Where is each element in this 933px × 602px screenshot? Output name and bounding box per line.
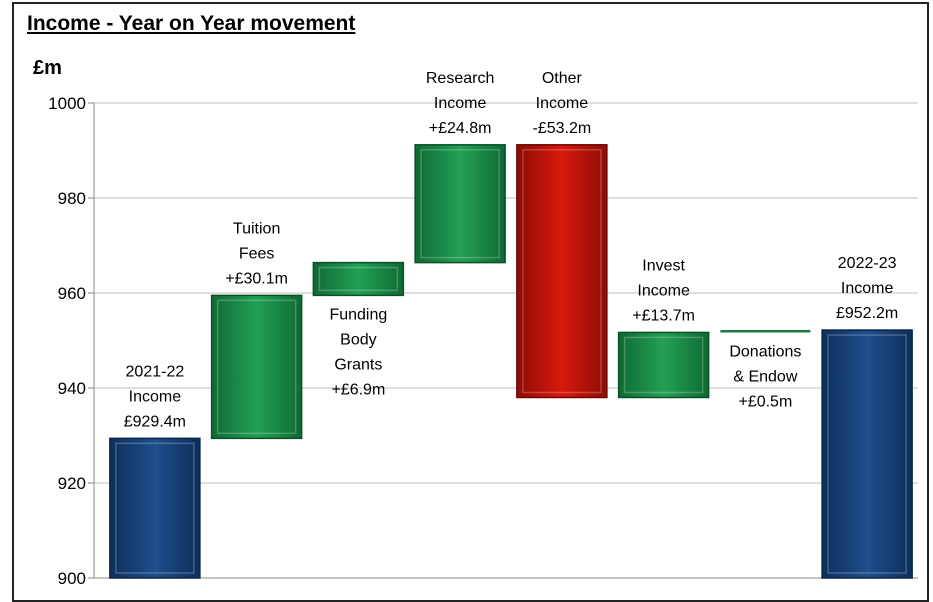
bar-5: [516, 144, 608, 399]
bar-label-6: Invest Income +£13.7m: [632, 257, 695, 324]
bar-bevel: [420, 149, 500, 259]
bar-body: [821, 329, 913, 579]
bar-bevel: [318, 266, 399, 292]
y-tick-label: 940: [58, 379, 86, 398]
bar-bevel: [216, 299, 297, 435]
bar-label-5: Other Income -£53.2m: [533, 70, 592, 137]
chart-title: Income - Year on Year movement: [27, 12, 356, 35]
y-tick-label: 900: [58, 569, 86, 588]
bar-8: [821, 329, 913, 579]
bar-label-3: Funding Body Grants +£6.9m: [329, 306, 387, 398]
bar-body: [312, 261, 405, 297]
bar-label-4: Research Income +£24.8m: [426, 70, 494, 137]
bar-bevel: [827, 334, 907, 574]
bar-4: [414, 144, 506, 264]
bar-body: [210, 294, 303, 440]
bar-bevel: [522, 149, 602, 394]
y-tick-label: 920: [58, 474, 86, 493]
bar-bevel: [623, 336, 704, 394]
bar-labels: 2021-22 Income £929.4m Tuition Fees +£30.1m Fu…: [124, 70, 899, 431]
bar-body: [617, 331, 710, 399]
bar-2: [210, 294, 303, 440]
bar-1: [109, 437, 201, 579]
y-tick-label: 960: [58, 284, 86, 303]
bar-body: [109, 437, 201, 579]
bar-label-1: 2021-22 Income £929.4m: [124, 363, 186, 430]
bar-label-7: Donations & Endow +£0.5m: [729, 343, 801, 410]
bar-body: [516, 144, 608, 399]
bar-bevel: [115, 442, 195, 574]
bar-label-8: 2022-23 Income £952.2m: [836, 255, 898, 322]
bar-6: [617, 331, 710, 399]
y-axis-unit-label: £m: [33, 57, 62, 79]
y-axis: 900 920 940 960 980 1000: [48, 94, 918, 588]
bar-body: [414, 144, 506, 264]
bars: [109, 144, 913, 579]
y-tick-label: 980: [58, 189, 86, 208]
y-tick-label: 1000: [48, 94, 86, 113]
bar-label-2: Tuition Fees +£30.1m: [225, 220, 288, 287]
bar-3: [312, 261, 405, 297]
